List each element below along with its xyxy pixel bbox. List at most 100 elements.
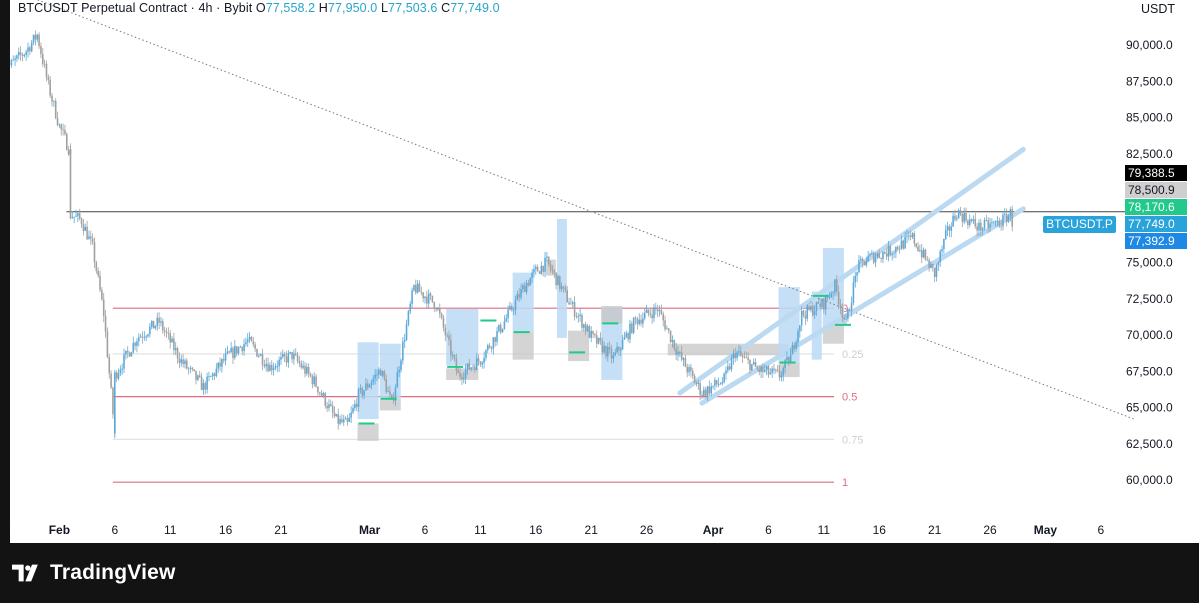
candle-body [769, 372, 772, 375]
time-tick-label[interactable]: 27 [10, 523, 11, 537]
candle-body [396, 372, 399, 388]
candle-body [987, 220, 990, 228]
price-tick-label[interactable]: 60,000.0 [1126, 473, 1173, 487]
candle-body [444, 327, 447, 336]
price-tick-label[interactable]: 62,500.0 [1126, 437, 1173, 451]
candle-body [789, 354, 792, 364]
candle-body [808, 305, 810, 310]
time-tick-label[interactable]: 6 [422, 523, 429, 537]
time-tick-label[interactable]: Apr [703, 523, 724, 537]
fib-level-label: 0.25 [842, 349, 863, 361]
candle-body [924, 249, 927, 260]
candle-body [195, 370, 197, 380]
candle-body [889, 245, 892, 256]
time-tick-label[interactable]: 11 [164, 523, 177, 537]
candle-body [193, 369, 195, 371]
time-tick-label[interactable]: 26 [640, 523, 654, 537]
gray-box[interactable] [667, 343, 789, 356]
price-tick-label[interactable]: 65,000.0 [1126, 401, 1173, 415]
blue-box[interactable] [512, 272, 534, 333]
candle-body [21, 54, 24, 56]
candle-body [69, 149, 72, 219]
candle-body [75, 215, 77, 217]
blue-box[interactable] [601, 307, 623, 380]
time-tick-label[interactable]: 6 [111, 523, 118, 537]
price-tick-label[interactable]: 67,500.0 [1126, 364, 1173, 378]
candle-body [108, 357, 111, 374]
candle-body [601, 340, 604, 353]
price-tick-label[interactable]: 75,000.0 [1126, 256, 1173, 270]
price-tick-label[interactable]: 87,500.0 [1126, 74, 1173, 88]
candle-body [503, 321, 506, 329]
fib-retracement[interactable]: 0 0.25 0.5 0.75 1 [112, 303, 864, 489]
price-tick-label[interactable]: 90,000.0 [1126, 38, 1173, 52]
time-axis[interactable]: 27 Feb 6 11 16 21 Mar 6 11 16 21 26 Apr 6 11 16 21 26 May 6 [10, 523, 1104, 537]
time-tick-label[interactable]: 21 [274, 523, 288, 537]
gray-box[interactable] [601, 306, 623, 324]
candle-body [667, 328, 670, 331]
candle-body [941, 249, 943, 252]
candle-body [45, 63, 48, 77]
symbol-title[interactable]: BTCUSDT Perpetual Contract · 4h · Bybit [18, 1, 253, 15]
candle-body [461, 376, 463, 380]
price-tick-label[interactable]: 85,000.0 [1126, 111, 1173, 125]
time-tick-label[interactable]: 11 [818, 523, 831, 537]
time-tick-label[interactable]: 11 [474, 523, 487, 537]
candle-body [861, 258, 864, 262]
high-value: 77,950.0 [327, 1, 378, 15]
candle-body [922, 249, 925, 258]
candle-body [859, 258, 862, 261]
price-axis[interactable]: 60,000.0 62,500.0 65,000.0 67,500.0 70,000.0… [1126, 38, 1173, 487]
time-tick-label[interactable]: 6 [1097, 523, 1104, 537]
price-chart[interactable]: 00.250.50.751 60,000.062,500.065,000.067… [10, 0, 1199, 543]
gray-box[interactable] [568, 330, 590, 362]
candle-body [762, 366, 764, 372]
symbol-tag[interactable] [1043, 216, 1116, 233]
candle-body [86, 226, 88, 240]
price-tick-label[interactable]: 70,000.0 [1126, 328, 1173, 342]
candle-body [577, 315, 580, 317]
candle-body [1009, 209, 1012, 216]
candle-body [222, 359, 225, 361]
currency-label[interactable]: USDT [1140, 2, 1175, 16]
candle-body [935, 265, 938, 277]
candle-body [228, 351, 231, 353]
candle-body [344, 418, 347, 420]
blue-box[interactable] [811, 291, 822, 360]
candle-body [84, 226, 87, 231]
candle-body [453, 355, 456, 359]
candle-body [926, 259, 929, 261]
time-tick-label[interactable]: 16 [873, 523, 887, 537]
time-tick-label[interactable]: Mar [359, 523, 381, 537]
candle-body [137, 337, 140, 342]
time-tick-label[interactable]: 21 [928, 523, 942, 537]
time-tick-label[interactable]: 16 [219, 523, 233, 537]
time-tick-label[interactable]: 26 [983, 523, 997, 537]
price-tick-label[interactable]: 72,500.0 [1126, 292, 1173, 306]
blue-box[interactable] [556, 219, 567, 338]
price-tag-blue [1125, 233, 1187, 249]
time-tick-label[interactable]: 21 [585, 523, 599, 537]
candle-body [819, 303, 821, 308]
gray-box[interactable] [357, 423, 379, 441]
gray-box[interactable] [512, 332, 534, 360]
time-tick-label[interactable]: 6 [765, 523, 772, 537]
chart-pane[interactable]: 0 0.25 0.5 0.75 1 60,000.0 62,500.0 65,000.0 67… [10, 0, 1199, 543]
channel-lower-line[interactable] [699, 206, 1026, 406]
price-tag-text: 77,749.0 [1128, 217, 1175, 231]
candle-body [276, 366, 279, 368]
downtrend-line[interactable] [10, 0, 1135, 420]
tradingview-brand[interactable]: TradingView [12, 561, 176, 585]
symbol-header[interactable]: BTCUSDT Perpetual Contract · 4h · Bybit … [18, 1, 500, 15]
candle-body [693, 375, 696, 383]
open-value: 77,558.2 [265, 1, 316, 15]
candle-body [318, 392, 321, 394]
candle-body [525, 283, 528, 293]
time-tick-label[interactable]: 16 [529, 523, 543, 537]
time-tick-label[interactable]: Feb [49, 523, 70, 537]
gray-box[interactable] [379, 398, 401, 411]
price-tick-label[interactable]: 82,500.0 [1126, 147, 1173, 161]
blue-box[interactable] [446, 308, 479, 366]
time-tick-label[interactable]: May [1034, 523, 1058, 537]
candle-body [756, 367, 759, 370]
